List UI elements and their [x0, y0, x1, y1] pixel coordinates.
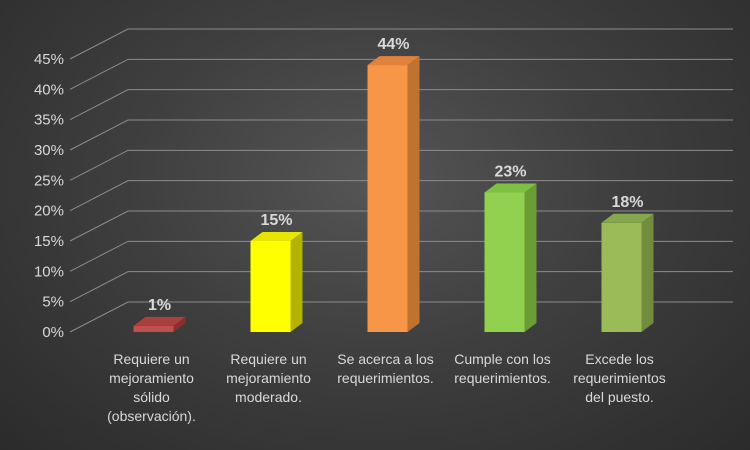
- x-tick-label-line: Requiere un: [230, 351, 306, 367]
- bar-top: [250, 232, 303, 241]
- bar: [250, 232, 303, 332]
- bar-front: [367, 65, 408, 333]
- x-tick-label-line: mejoramiento: [226, 370, 311, 386]
- x-tick-label: Se acerca a los requerimientos.: [337, 351, 434, 386]
- data-label: 23%: [494, 163, 526, 180]
- gridline: [69, 28, 733, 60]
- bar-side: [524, 183, 537, 332]
- bar-front: [250, 241, 291, 332]
- y-tick-label: 5%: [42, 294, 64, 311]
- bars: [133, 56, 654, 333]
- x-tick-label: Requiere un mejoramiento moderado.: [226, 351, 311, 405]
- bar-side: [407, 56, 420, 333]
- bar: [367, 56, 420, 333]
- gridline: [69, 180, 733, 212]
- bar-top: [601, 213, 654, 223]
- x-tick-label-line: Se acerca a los: [337, 351, 434, 367]
- x-tick-label-line: Cumple con los: [454, 351, 551, 367]
- x-tick-label: Requiere un mejoramiento sólido (observació…: [107, 351, 196, 424]
- bar-front: [133, 325, 174, 332]
- x-tick-label-line: Requiere un: [113, 351, 189, 367]
- data-label: 15%: [260, 212, 292, 229]
- bar-top: [367, 56, 420, 66]
- gridline: [69, 119, 733, 151]
- gridline: [69, 58, 733, 90]
- y-tick-label: 20%: [34, 203, 64, 220]
- bar: [133, 316, 186, 332]
- y-tick-label: 40%: [34, 81, 64, 98]
- x-tick-label: Excede los requerimientos del puesto.: [573, 351, 666, 405]
- bar-side: [173, 316, 186, 332]
- y-tick-label: 25%: [34, 172, 64, 189]
- bar-front: [484, 192, 525, 332]
- x-tick-label-line: requerimientos.: [454, 370, 551, 386]
- bar: [484, 183, 537, 332]
- y-tick-label: 10%: [34, 263, 64, 280]
- bar-side: [641, 213, 654, 332]
- x-tick-label-line: requerimientos: [573, 370, 666, 386]
- x-tick-label-line: del puesto.: [585, 389, 654, 405]
- y-axis-ticks: 0% 5% 10% 15% 20% 25% 30% 35% 40% 45%: [34, 51, 64, 341]
- bar-top: [133, 316, 186, 326]
- x-tick-label: Cumple con los requerimientos.: [454, 351, 551, 386]
- x-tick-label-line: moderado.: [235, 389, 302, 405]
- data-label: 18%: [611, 194, 643, 211]
- category-labels: Requiere un mejoramiento sólido (observació…: [107, 351, 666, 424]
- data-label: 44%: [377, 36, 409, 53]
- x-tick-label-line: sólido: [133, 389, 170, 405]
- bar-side: [290, 232, 303, 332]
- bar: [601, 213, 654, 332]
- data-labels: 1% 15% 44% 23% 18%: [148, 36, 644, 314]
- x-tick-label-line: mejoramiento: [109, 370, 194, 386]
- gridlines: [69, 28, 733, 333]
- gridline: [69, 149, 733, 181]
- x-tick-label-line: requerimientos.: [337, 370, 434, 386]
- data-label: 1%: [148, 297, 171, 314]
- x-tick-label-line: (observación).: [107, 408, 196, 424]
- y-tick-label: 30%: [34, 142, 64, 159]
- y-tick-label: 35%: [34, 112, 64, 129]
- y-tick-label: 15%: [34, 233, 64, 250]
- gridline: [69, 89, 733, 121]
- bar-top: [484, 183, 537, 193]
- y-tick-label: 0%: [42, 324, 64, 341]
- x-tick-label-line: Excede los: [585, 351, 653, 367]
- y-tick-label: 45%: [34, 51, 64, 68]
- bar-front: [601, 222, 642, 332]
